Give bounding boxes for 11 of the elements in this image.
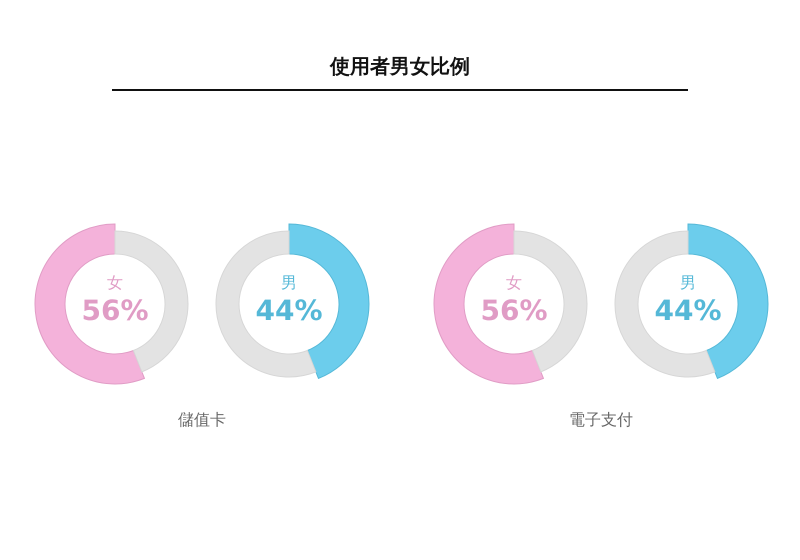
text: 儲值卡: [178, 410, 226, 429]
data-label: 56%: [81, 294, 149, 327]
data-label: 44%: [255, 294, 323, 327]
slice-label: 男: [281, 273, 297, 292]
slice-label: 女: [506, 273, 522, 292]
text: 電子支付: [569, 410, 633, 429]
slice-label: 男: [680, 273, 696, 292]
text: 使用者男女比例: [329, 54, 470, 78]
data-label: 56%: [480, 294, 548, 327]
slice-label: 女: [107, 273, 123, 292]
data-label: 44%: [654, 294, 722, 327]
